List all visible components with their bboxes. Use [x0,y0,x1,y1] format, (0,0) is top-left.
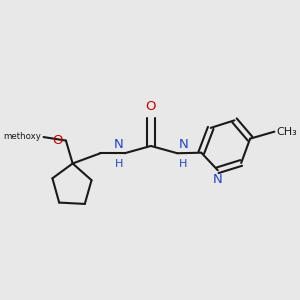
Text: CH₃: CH₃ [277,127,297,137]
Text: methoxy: methoxy [4,132,41,141]
Text: N: N [114,138,123,151]
Text: N: N [178,138,188,151]
Text: H: H [115,159,123,169]
Text: O: O [53,134,63,146]
Text: N: N [213,173,223,186]
Text: O: O [146,100,156,113]
Text: H: H [178,159,187,169]
